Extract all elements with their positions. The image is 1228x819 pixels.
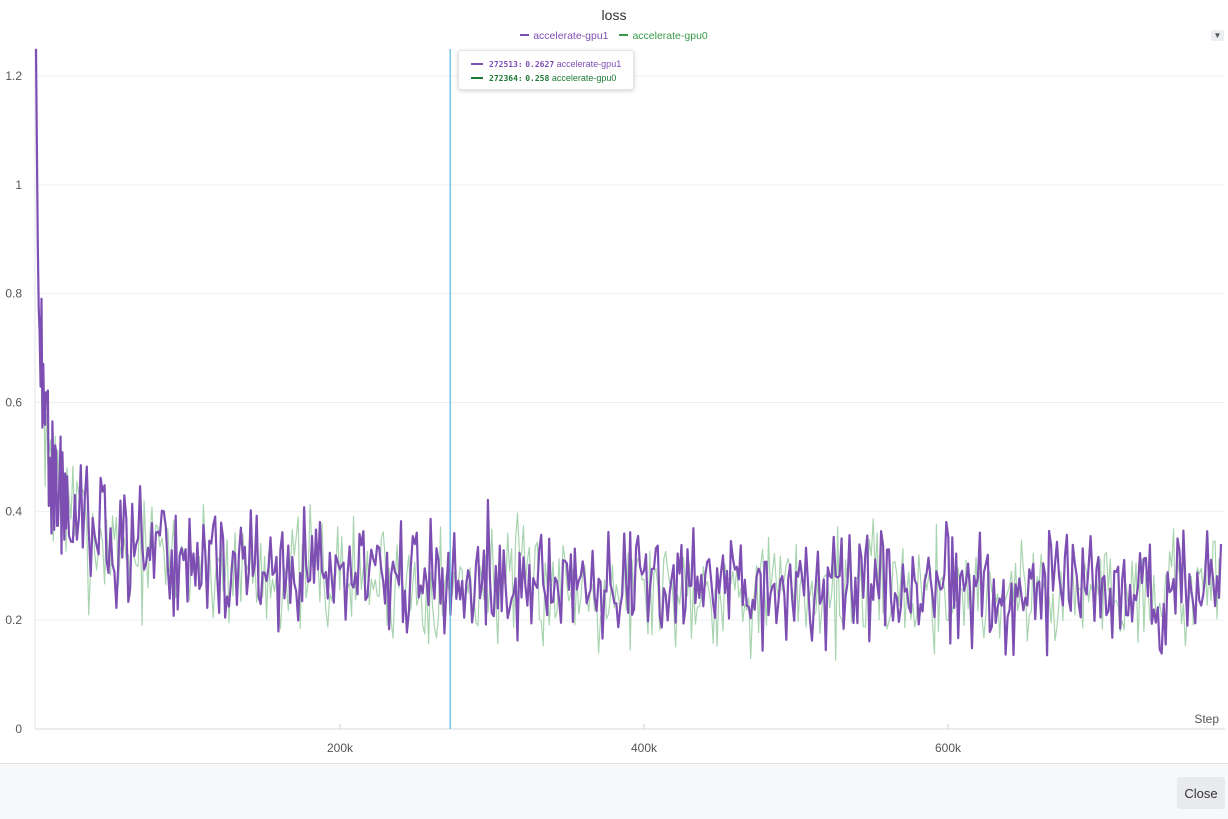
tooltip-step-gpu0: 272364:: [489, 74, 523, 83]
legend-swatch-gpu1: [520, 34, 530, 37]
tooltip-row-gpu0: 272364: 0.258 accelerate-gpu0: [471, 71, 633, 85]
axes: 0 0.2 0.4 0.6 0.8 1 1.2 200k 400k 600k: [5, 49, 1225, 755]
legend-swatch-gpu0: [619, 34, 629, 37]
y-tick-label-1: 0.2: [5, 613, 22, 627]
close-button[interactable]: Close: [1177, 777, 1225, 809]
tooltip-step-gpu1: 272513:: [489, 60, 523, 69]
legend-item-gpu1[interactable]: accelerate-gpu1: [520, 30, 609, 42]
chevron-down-icon[interactable]: ▼: [1211, 30, 1224, 41]
footer-bar: Close: [0, 763, 1228, 819]
tooltip-swatch-gpu1: [471, 62, 483, 65]
y-tick-label-3: 0.6: [5, 396, 22, 410]
x-tick-label-2: 600k: [935, 741, 962, 755]
y-tick-label-0: 0: [15, 722, 22, 736]
hover-tooltip: 272513: 0.2627 accelerate-gpu1 272364: 0…: [458, 50, 634, 90]
legend-label-gpu0: accelerate-gpu0: [632, 30, 708, 42]
y-tick-label-5: 1: [15, 178, 22, 192]
plot-area: 0 0.2 0.4 0.6 0.8 1 1.2 200k 400k 600k Step: [5, 48, 1225, 755]
legend: accelerate-gpu1 accelerate-gpu0: [0, 30, 1228, 42]
tooltip-name-gpu1: accelerate-gpu1: [556, 59, 622, 69]
y-tick-label-4: 0.8: [5, 287, 22, 301]
chart-panel: loss accelerate-gpu1 accelerate-gpu0 ▼ 0…: [0, 7, 1228, 755]
tooltip-row-gpu1: 272513: 0.2627 accelerate-gpu1: [471, 57, 633, 71]
chart-title: loss: [601, 7, 627, 23]
x-axis-label: Step: [1194, 712, 1219, 726]
tooltip-value-gpu1: 0.2627: [525, 60, 555, 69]
series-line-gpu0: [35, 65, 1222, 661]
series-layer: [34, 48, 1223, 661]
legend-label-gpu1: accelerate-gpu1: [533, 30, 609, 42]
tooltip-name-gpu0: accelerate-gpu0: [551, 73, 617, 83]
tooltip-value-gpu0: 0.258: [525, 74, 550, 83]
legend-item-gpu0[interactable]: accelerate-gpu0: [619, 30, 708, 42]
x-tick-label-1: 400k: [631, 741, 658, 755]
x-tick-label-0: 200k: [327, 741, 354, 755]
tooltip-swatch-gpu0: [471, 76, 483, 79]
series-line-gpu1: [34, 48, 1223, 657]
y-tick-label-2: 0.4: [5, 504, 22, 518]
y-tick-label-6: 1.2: [5, 69, 22, 83]
